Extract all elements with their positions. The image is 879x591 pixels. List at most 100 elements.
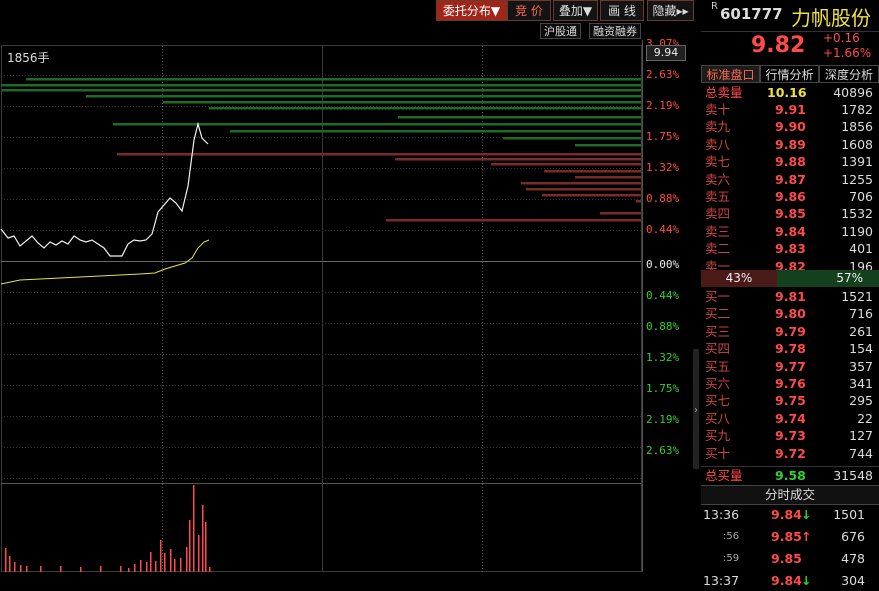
volume-bar (140, 560, 142, 572)
volume-bar (202, 505, 204, 572)
level-price: 9.90 (775, 119, 806, 135)
order-depth-bar (600, 212, 641, 215)
draw-line-button[interactable]: 画 线 (600, 0, 644, 21)
price-box: 9.94 (646, 45, 686, 61)
pct-tick-down: 2.63% (646, 444, 680, 457)
level-volume: 1391 (841, 154, 873, 170)
max-volume-label: 1856手 (7, 51, 50, 65)
volume-bar (60, 566, 62, 572)
volume-bar (174, 559, 176, 572)
pct-tick-down: 0.44% (646, 289, 680, 302)
level-volume: 1782 (841, 102, 873, 117)
trade-row: :56 9.85 ↑ 676 (701, 527, 879, 547)
volume-bar (20, 565, 22, 572)
level-price: 9.83 (775, 241, 806, 257)
level-volume: 1532 (841, 206, 873, 222)
order-depth-bar (395, 158, 641, 161)
pct-tick-up: 1.32% (646, 161, 680, 174)
tab-standard-book[interactable]: 标准盘口 (701, 65, 760, 83)
bid-row[interactable]: 买七 9.75 295 (701, 392, 879, 409)
bid-row[interactable]: 买十 9.72 744 (701, 445, 879, 462)
total-buy-row: 总买量 9.58 31548 (701, 466, 879, 484)
volume-bar (155, 561, 157, 572)
pct-tick-zero: 0.00% (646, 258, 680, 271)
level-label: 买七 (705, 393, 731, 409)
level-price: 9.89 (775, 136, 806, 152)
ask-row[interactable]: 卖四 9.85 1532 (701, 205, 879, 222)
ask-row[interactable]: 卖五 9.86 706 (701, 188, 879, 205)
volume-bar (146, 562, 148, 572)
ask-row[interactable]: 卖六 9.87 1255 (701, 171, 879, 188)
bid-row[interactable]: 买八 9.74 22 (701, 410, 879, 427)
bid-row[interactable]: 买二 9.80 716 (701, 305, 879, 322)
trade-volume: 676 (841, 529, 865, 544)
level-label: 卖四 (705, 206, 731, 222)
level-volume: 295 (849, 393, 873, 409)
ask-row[interactable]: 卖七 9.88 1391 (701, 153, 879, 170)
bid-row[interactable]: 买九 9.73 127 (701, 427, 879, 444)
order-depth-bar (542, 194, 641, 197)
level-volume: 716 (849, 306, 873, 322)
level-label: 买六 (705, 376, 731, 391)
stock-code: 601777 (720, 5, 783, 23)
ask-row[interactable]: 卖九 9.90 1856 (701, 118, 879, 135)
ask-row[interactable]: 卖一 9.82 196 (701, 258, 879, 275)
volume-bar (198, 535, 200, 572)
trade-volume: 478 (841, 551, 865, 566)
volume-bar (9, 556, 11, 572)
order-depth-bar (2, 89, 641, 92)
bid-row[interactable]: 买四 9.78 154 (701, 340, 879, 357)
price-line (0, 121, 209, 257)
bid-row[interactable]: 买一 9.81 1521 (701, 288, 879, 305)
tick-trades-title[interactable]: 分时成交 (701, 485, 879, 505)
margin-trading-button[interactable]: 融资融券 (589, 23, 641, 39)
order-depth-bar (386, 219, 641, 222)
volume-bar (26, 566, 28, 572)
volume-bar (150, 552, 152, 572)
level-label: 卖十 (705, 102, 731, 117)
bid-auction-button[interactable]: 竞 价 (507, 0, 551, 21)
order-depth-bar (491, 163, 641, 166)
tab-depth-analysis[interactable]: 深度分析 (819, 65, 879, 83)
panel-toggle-arrow-icon: › (694, 405, 698, 416)
trade-time: :56 (723, 531, 740, 542)
average-price-line (0, 239, 210, 285)
bid-row[interactable]: 买三 9.79 261 (701, 323, 879, 340)
hide-button[interactable]: 隐藏▸▸ (647, 0, 694, 21)
intraday-chart[interactable]: › (0, 0, 700, 572)
trade-price: 9.84 (771, 507, 802, 522)
buy-ratio-value: 57% (836, 271, 863, 285)
order-depth-bar (117, 153, 641, 156)
order-depth-bar (1, 84, 641, 87)
ask-row[interactable]: 卖八 9.89 1608 (701, 136, 879, 153)
trade-volume: 1501 (833, 507, 865, 522)
quote-panel: R 601777 力帆股份 9.82 +0.16 +1.66% 标准盘口 行情分… (701, 0, 879, 588)
volume-bar (100, 566, 102, 572)
bid-row[interactable]: 买五 9.77 357 (701, 358, 879, 375)
quote-header: R 601777 力帆股份 (701, 0, 879, 32)
level-volume: 341 (849, 376, 873, 391)
ask-row[interactable]: 卖十 9.91 1782 (701, 101, 879, 118)
pct-tick-down: 1.32% (646, 351, 680, 364)
level-label: 卖二 (705, 241, 731, 257)
volume-bar (134, 564, 136, 572)
level-volume: 196 (849, 258, 873, 274)
trade-price: 9.85 (771, 551, 802, 566)
trade-direction-icon: ↑ (801, 529, 812, 544)
bid-row[interactable]: 买六 9.76 341 (701, 375, 879, 392)
volume-bar (186, 547, 188, 572)
level-volume: 401 (849, 241, 873, 257)
order-distribution-button[interactable]: 委托分布▼ (436, 0, 507, 21)
ask-row[interactable]: 卖二 9.83 401 (701, 240, 879, 257)
pct-tick-down: 2.19% (646, 413, 680, 426)
volume-bar (14, 562, 16, 572)
trade-row: 13:37 9.84 ↓ 304 (701, 571, 879, 591)
tab-market-analysis[interactable]: 行情分析 (760, 65, 819, 83)
volume-bar (160, 540, 162, 572)
overlay-button[interactable]: 叠加▼ (553, 0, 598, 21)
ask-row[interactable]: 卖三 9.84 1190 (701, 223, 879, 240)
order-depth-bar (209, 107, 641, 110)
shanghai-connect-button[interactable]: 沪股通 (540, 23, 581, 39)
level-volume: 22 (857, 410, 873, 426)
level-volume: 1856 (841, 119, 873, 135)
